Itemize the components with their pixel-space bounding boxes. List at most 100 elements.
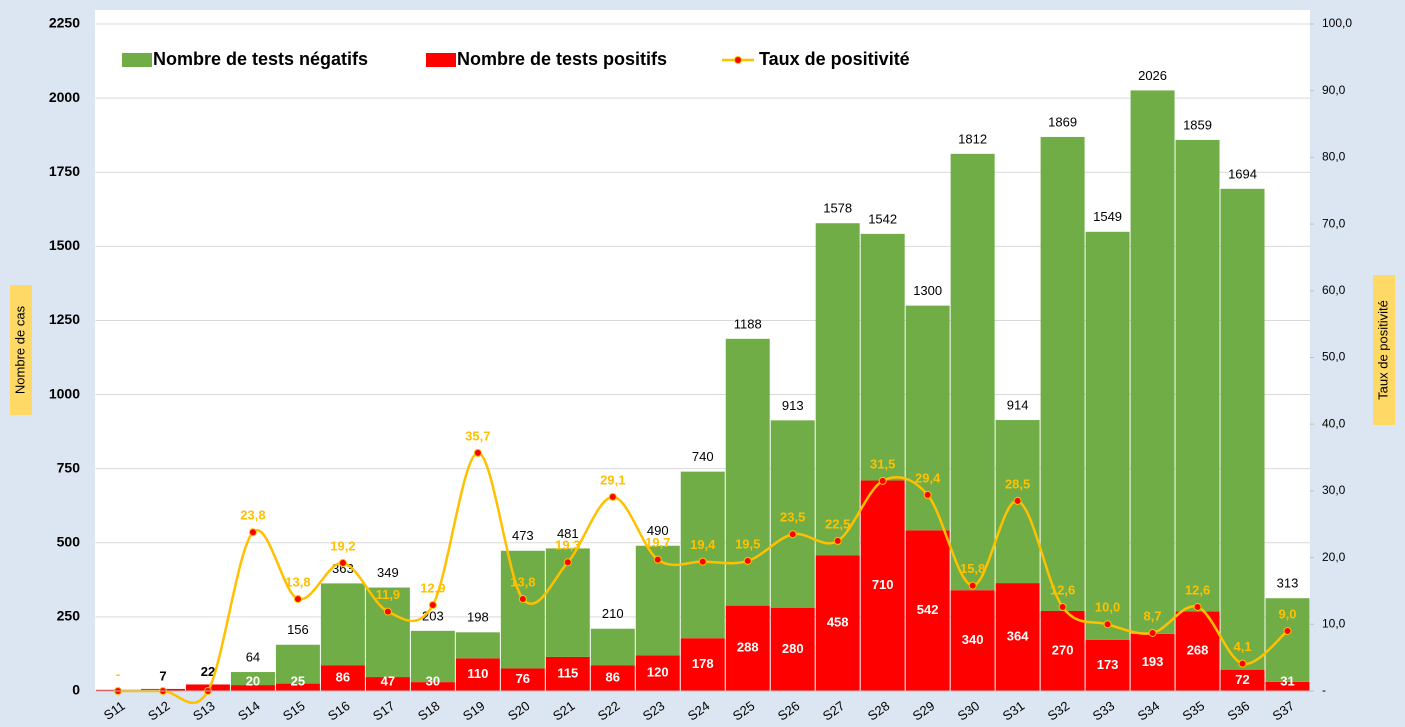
legend-label: Nombre de tests négatifs — [153, 49, 368, 69]
y2-tick-label: 90,0 — [1322, 83, 1346, 97]
positive-label: 25 — [291, 673, 305, 688]
rate-marker — [473, 448, 482, 457]
total-label: 349 — [377, 565, 399, 580]
y-tick-label: 1250 — [49, 311, 80, 327]
rate-label: 31,5 — [870, 456, 895, 471]
bar-negative — [1130, 90, 1175, 634]
y2-tick-label: 80,0 — [1322, 150, 1346, 164]
bar-negative — [1040, 136, 1085, 611]
positive-label: 120 — [647, 665, 669, 680]
rate-label: 23,8 — [240, 508, 265, 523]
total-label: 481 — [557, 526, 579, 541]
bar-negative — [860, 233, 905, 481]
rate-label: 13,8 — [510, 574, 535, 589]
y-tick-label: 2250 — [49, 15, 80, 31]
rate-label: 29,4 — [915, 470, 941, 485]
positive-label: 72 — [1235, 672, 1249, 687]
positive-label: 86 — [606, 670, 620, 685]
rate-marker — [833, 536, 842, 545]
y-tick-label: 1500 — [49, 237, 80, 253]
y2-tick-label: 40,0 — [1322, 416, 1346, 430]
bar-negative — [1175, 139, 1220, 612]
bar-negative — [230, 672, 275, 686]
positive-label: 115 — [557, 665, 578, 680]
rate-label: 4,1 — [1233, 639, 1251, 654]
legend-swatch — [426, 53, 456, 67]
legend-label: Taux de positivité — [759, 49, 910, 69]
total-label: 210 — [602, 606, 624, 621]
total-label: 1869 — [1048, 114, 1077, 129]
bar-positive — [1220, 669, 1265, 691]
bar-positive — [320, 665, 365, 691]
positive-label: 364 — [1007, 628, 1029, 643]
bar-positive — [500, 668, 545, 691]
rate-marker — [608, 492, 617, 501]
bar-positive — [365, 677, 410, 691]
bar-positive — [1130, 633, 1175, 691]
rate-marker — [1013, 496, 1022, 505]
bar-negative — [500, 550, 545, 669]
legend-label: Nombre de tests positifs — [457, 49, 667, 69]
bar-negative — [320, 583, 365, 666]
rate-marker — [698, 557, 707, 566]
total-label: 64 — [246, 649, 260, 664]
total-label: 156 — [287, 622, 309, 637]
rate-label: 15,8 — [960, 561, 985, 576]
bar-positive — [680, 638, 725, 691]
bar-positive — [635, 655, 680, 691]
total-label: 1549 — [1093, 209, 1122, 224]
positive-label: 20 — [246, 673, 260, 688]
total-label: 1859 — [1183, 117, 1212, 132]
positive-label: 340 — [962, 632, 984, 647]
rate-marker — [1148, 628, 1157, 637]
bar-negative — [410, 630, 455, 683]
total-label: 2026 — [1138, 68, 1167, 83]
rate-marker — [923, 490, 932, 499]
legend-swatch — [734, 56, 742, 64]
rate-label: 12,9 — [420, 580, 445, 595]
positive-label: 31 — [1280, 673, 1294, 688]
rate-label: 13,8 — [285, 574, 310, 589]
total-label: 1578 — [823, 201, 852, 216]
positive-label: 173 — [1097, 657, 1119, 672]
rate-label: 19,4 — [690, 537, 716, 552]
rate-marker — [1193, 602, 1202, 611]
total-label: 1188 — [734, 316, 762, 331]
y2-tick-label: - — [1322, 683, 1326, 697]
bar-positive — [770, 607, 815, 691]
bar-positive — [410, 682, 455, 691]
y-label-bg — [10, 285, 32, 415]
rate-label: 8,7 — [1144, 608, 1162, 623]
y2-tick-label: 50,0 — [1322, 350, 1346, 364]
total-label: 473 — [512, 528, 534, 543]
y2-tick-label: 60,0 — [1322, 283, 1346, 297]
y-axis-label: Nombre de cas — [12, 305, 27, 394]
bar-positive — [1085, 639, 1130, 691]
positive-label: 110 — [467, 666, 488, 681]
rate-marker — [1283, 626, 1292, 635]
y2-tick-label: 10,0 — [1322, 616, 1346, 630]
rate-label: 9,0 — [1278, 606, 1296, 621]
y-tick-label: 750 — [57, 459, 81, 475]
y2-tick-label: 70,0 — [1322, 216, 1346, 230]
total-label: 1542 — [868, 211, 897, 226]
bar-negative — [1265, 598, 1310, 682]
rate-marker — [1058, 602, 1067, 611]
total-label: 914 — [1007, 397, 1029, 412]
positive-label: 710 — [872, 577, 894, 592]
y2-axis-label: Taux de positivité — [1375, 300, 1390, 400]
bar-positive — [1040, 610, 1085, 691]
total-label: 490 — [647, 523, 669, 538]
total-label: 740 — [692, 449, 714, 464]
rate-marker — [383, 607, 392, 616]
y-tick-label: 1000 — [49, 385, 80, 401]
positive-label: 86 — [336, 670, 350, 685]
legend-swatch — [122, 53, 152, 67]
bar-negative — [590, 628, 635, 666]
rate-marker — [293, 594, 302, 603]
bar-negative — [815, 223, 860, 556]
bar-positive — [1265, 681, 1310, 691]
positive-label: 542 — [917, 602, 939, 617]
total-label: 913 — [782, 398, 804, 413]
positive-label: 76 — [516, 671, 530, 686]
